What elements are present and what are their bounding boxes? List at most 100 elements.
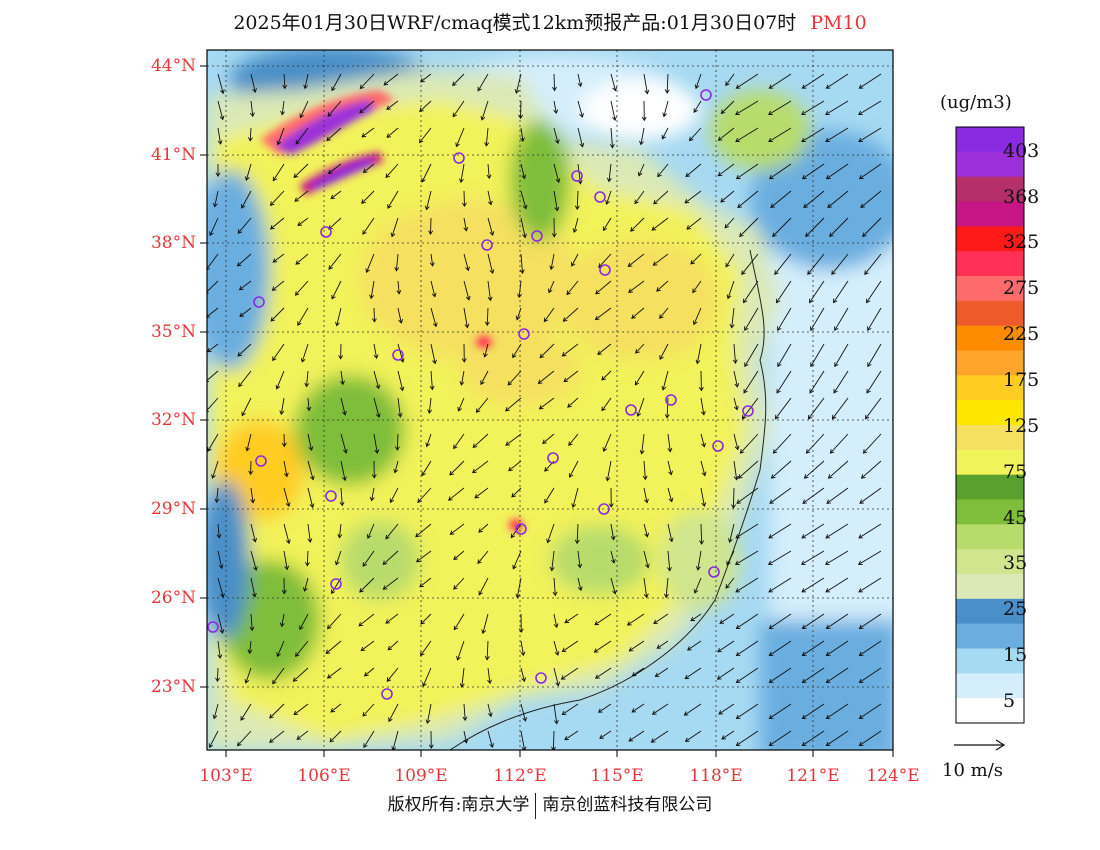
wind-arrow xyxy=(514,73,522,94)
wind-arrow xyxy=(605,190,612,205)
wind-arrow xyxy=(551,730,556,750)
colorbar-swatch xyxy=(956,574,1024,600)
wind-arrow xyxy=(250,577,257,598)
colorbar-swatch xyxy=(956,425,1024,451)
wind-arrow xyxy=(326,667,342,679)
wind-arrow xyxy=(577,577,583,592)
wind-arrow xyxy=(247,640,253,655)
wind-arrow xyxy=(271,280,285,291)
wind-arrow xyxy=(397,397,403,418)
colorbar-label: 25 xyxy=(1003,598,1028,620)
wind-arrow xyxy=(472,433,489,448)
wind-arrow xyxy=(667,550,672,572)
wind-arrow xyxy=(362,703,375,717)
wind-arrow xyxy=(721,730,735,740)
wind-arrow xyxy=(461,190,467,208)
wind-arrow xyxy=(306,397,312,412)
wind-arrow xyxy=(338,343,344,360)
wind-arrow xyxy=(867,343,882,368)
wind-arrow xyxy=(801,100,825,115)
wind-arrow xyxy=(387,190,399,209)
wind-arrow xyxy=(215,164,221,177)
wind-arrow xyxy=(477,550,489,564)
wind-arrow xyxy=(776,280,792,304)
wind-arrow xyxy=(858,667,882,683)
wind-arrow xyxy=(661,370,669,391)
wind-arrow xyxy=(803,460,825,479)
wind-arrow xyxy=(386,667,399,682)
wind-arrow xyxy=(393,460,399,474)
map-frame xyxy=(206,49,894,751)
wind-arrow xyxy=(628,280,645,293)
wind-arrow xyxy=(684,667,702,680)
wind-arrow xyxy=(478,523,489,533)
wind-arrow xyxy=(361,190,375,204)
wind-arrow xyxy=(484,127,490,147)
map-layer xyxy=(207,50,893,750)
wind-arrow xyxy=(662,100,669,118)
wind-arrow xyxy=(397,370,405,392)
wind-arrow xyxy=(768,73,792,89)
wind-arrow xyxy=(385,163,399,179)
wind-arrow xyxy=(327,100,342,117)
wind-arrow xyxy=(250,73,257,94)
wind-arrow xyxy=(487,253,495,275)
wind-arrow xyxy=(425,433,432,448)
wind-arrow xyxy=(553,190,560,212)
colorbar-swatch xyxy=(956,400,1024,426)
wind-arrow xyxy=(631,667,645,677)
wind-arrow xyxy=(685,163,702,178)
wind-arrow xyxy=(801,577,825,593)
copyright-company: 南京创蓝科技有限公司 xyxy=(542,795,713,815)
wind-arrow xyxy=(373,343,379,360)
city-markers xyxy=(207,89,754,700)
wind-arrow xyxy=(639,433,645,455)
wind-arrow xyxy=(636,397,645,417)
wind-arrow xyxy=(643,550,650,569)
wind-arrow xyxy=(825,73,849,89)
wind-arrow xyxy=(505,433,522,446)
wind-arrow xyxy=(463,217,469,232)
wind-arrow xyxy=(631,307,645,319)
wind-arrow xyxy=(293,703,309,716)
wind-arrow xyxy=(743,370,759,394)
colorbar-label: 368 xyxy=(1003,186,1040,208)
wind-arrow xyxy=(295,127,309,145)
wind-arrow xyxy=(642,460,648,481)
wind-arrow xyxy=(731,487,736,509)
wind-arrow xyxy=(305,550,310,567)
wind-arrow xyxy=(208,730,219,749)
wind-arrow xyxy=(643,487,649,504)
lon-label: 124°E xyxy=(866,766,920,786)
wind-arrow xyxy=(250,487,256,504)
wind-arrow xyxy=(577,127,585,148)
colorbar-swatch xyxy=(956,623,1024,649)
wind-arrow xyxy=(661,127,669,140)
wind-arrow xyxy=(455,127,465,148)
colorbar-swatch xyxy=(956,201,1024,227)
colorbar-swatch xyxy=(956,698,1024,724)
wind-arrow xyxy=(272,253,285,263)
copyright-separator xyxy=(535,792,537,819)
wind-arrow xyxy=(858,730,882,746)
colorbar-swatch xyxy=(956,176,1024,202)
wind-arrow xyxy=(327,163,342,175)
colorbar-swatch xyxy=(956,524,1024,550)
wind-arrow xyxy=(207,307,219,318)
wind-arrow xyxy=(508,460,522,472)
wind-arrow xyxy=(307,523,313,543)
wind-arrow xyxy=(862,217,882,238)
wind-arrow xyxy=(371,307,377,323)
wind-arrow xyxy=(733,433,740,451)
wind-arrow xyxy=(553,163,561,184)
wind-arrow xyxy=(639,127,645,146)
wind-arrow xyxy=(717,640,735,653)
colorbar-swatch xyxy=(956,276,1024,302)
wind-arrow xyxy=(248,460,254,476)
wind-arrow xyxy=(480,370,489,386)
wind-arrow xyxy=(429,370,435,391)
wind-arrow xyxy=(453,613,465,631)
wind-arrow xyxy=(656,280,669,292)
wind-arrow xyxy=(627,253,645,267)
wind-arrow xyxy=(825,703,849,719)
